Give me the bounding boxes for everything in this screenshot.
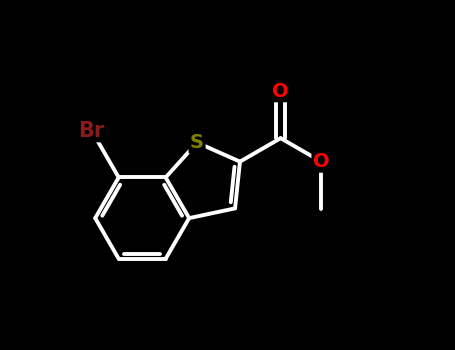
Text: Br: Br xyxy=(79,121,105,141)
Text: O: O xyxy=(273,82,289,101)
Text: S: S xyxy=(190,133,204,152)
Text: O: O xyxy=(313,152,329,171)
